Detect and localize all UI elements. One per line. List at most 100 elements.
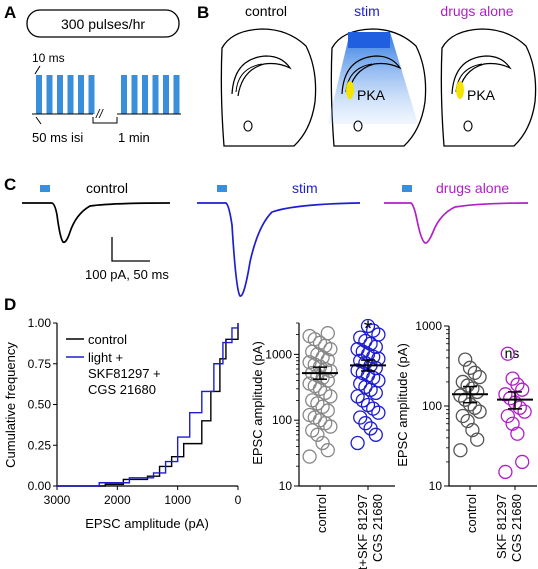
trace-title-drugs: drugs alone [436,180,509,196]
data-point [360,318,376,334]
data-point [500,346,515,361]
epsc-trace-stim [197,202,361,297]
data-point [500,408,515,424]
panel-label-c: C [4,175,16,194]
panel-c: control stim drugs alone 100 pA, 50 ms [22,180,529,297]
data-point [460,413,475,429]
scatter2-xlabel-skf: SKF 81297 [494,494,509,559]
data-point [302,407,317,423]
pka-label-stim: PKA [357,87,386,103]
data-point [355,393,370,408]
legend-skf: SKF81297 + [88,366,161,381]
data-point [455,408,470,424]
pulse-width-arrow [34,65,41,75]
pulse-rate-box [26,9,180,38]
cdf-xtick-label: 3000 [44,493,71,507]
brain-slice-stim: PKA [328,28,427,147]
data-point [350,342,365,357]
data-point [498,464,513,480]
cdf-line-light [57,323,239,487]
data-point [505,371,520,386]
brain-slice-control [220,28,317,147]
pka-label-drugs: PKA [467,87,496,103]
scatter1-xlabel-cgs: CGS 21680 [370,494,385,562]
light-pulse [142,75,148,114]
scatter-ytick-label: 100 [422,399,442,413]
legend-control: control [88,332,127,347]
scatter-chart-1: EPSC amplitude (pA) * control light+SKF … [250,316,395,569]
data-point [458,392,473,407]
panel-label-d: D [4,295,16,314]
scale-bar [111,237,150,262]
data-point [455,374,470,390]
data-point [512,400,527,415]
data-point [360,397,376,413]
cdf-legend: control light + SKF81297 + CGS 21680 [66,332,161,397]
panel-label-a: A [4,3,16,22]
light-pulse [46,75,53,114]
light-pulse [131,75,138,114]
data-point [371,327,386,342]
data-point [515,382,530,397]
scatter-chart-2: EPSC amplitude (pA) ns control SKF 81297… [395,319,537,562]
scale-bar-label: 100 pA, 50 ms [85,267,169,282]
gap-label: 1 min [118,130,150,145]
cdf-line-control [57,323,239,487]
scatter-ytick-label: 10 [429,479,443,493]
scatter1-significance: * [364,316,373,341]
data-point [467,400,482,415]
scatter-ytick-label: 10 [279,479,293,493]
data-point [363,421,378,436]
data-point [453,388,468,403]
legend-cgs: CGS 21680 [88,382,156,397]
data-point [315,435,330,451]
panel-b: control stim drugs alone PKA PKA [220,3,537,147]
data-point [515,454,530,470]
scatter2-xlabel-cgs: CGS 21680 [509,494,524,562]
data-point [517,404,532,419]
data-point [366,323,381,338]
light-pulse [67,75,74,114]
isi-arrow [35,116,42,125]
scatter1-ylabel: EPSC amplitude (pA) [250,341,265,465]
light-pulse [163,75,169,114]
light-bar [402,185,412,192]
data-point [302,376,317,391]
pka-spot [346,81,354,99]
data-point [358,416,373,431]
break-mark: // [95,107,104,121]
light-bar [40,185,50,192]
light-cone [328,32,418,124]
data-point [467,365,482,380]
cdf-ytick-label: 1.00 [28,316,52,330]
cdf-ylabel: Cumulative frequency [3,342,18,468]
data-point [453,443,468,458]
data-point [472,369,487,385]
data-point [302,328,317,344]
data-point [460,378,475,393]
cdf-ytick-label: 0.75 [28,357,52,371]
light-pulse [88,75,95,114]
scatter-ytick-label: 1000 [415,319,442,333]
pulse-rate-label: 300 pulses/hr [61,16,145,32]
panel-a: 300 pulses/hr 10 ms // 50 ms isi 1 min [26,9,181,145]
light-pulse [173,75,180,114]
epsc-trace-drugs [384,202,529,244]
slice-title-drugs: drugs alone [440,3,513,19]
cdf-chart: Cumulative frequency EPSC amplitude (pA)… [3,316,242,531]
brain-slice-drugs: PKA [440,28,537,147]
data-point [462,360,478,375]
data-point [320,443,335,458]
data-point [310,427,325,442]
scatter-ytick-label: 100 [272,413,292,427]
scatter1-xlabel-light: light+SKF 81297 [355,494,370,569]
trace-title-stim: stim [292,180,318,196]
data-point [302,449,317,464]
data-point [472,404,487,419]
light-pulse [36,75,42,114]
pulse-width-label: 10 ms [32,51,65,65]
legend-light: light + [88,350,123,365]
cdf-ytick-label: 0.50 [28,398,52,412]
data-point [350,435,365,451]
